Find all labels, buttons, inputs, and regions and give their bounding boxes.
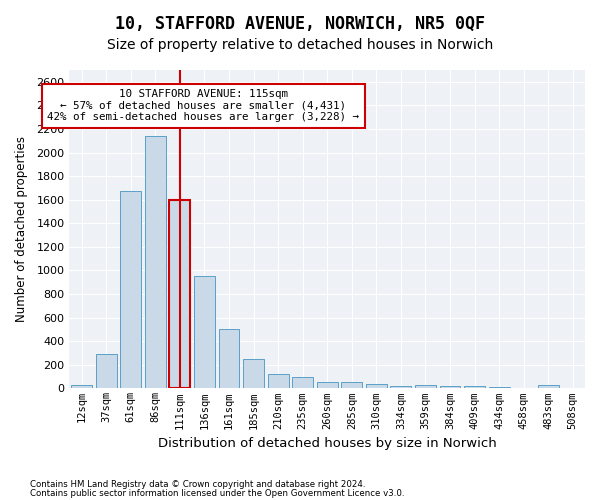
Text: Contains HM Land Registry data © Crown copyright and database right 2024.: Contains HM Land Registry data © Crown c… (30, 480, 365, 489)
Bar (145, 136, 166, 388)
Bar (341, 382, 362, 388)
Bar (96, 354, 117, 388)
Bar (268, 374, 289, 388)
Bar (121, 192, 141, 388)
Bar (317, 382, 338, 388)
Bar (464, 386, 485, 388)
Bar (366, 384, 387, 388)
Bar (440, 386, 460, 388)
Bar (488, 386, 509, 388)
Y-axis label: Number of detached properties: Number of detached properties (15, 136, 28, 322)
Bar (218, 330, 239, 388)
Bar (169, 200, 190, 388)
Text: 10, STAFFORD AVENUE, NORWICH, NR5 0QF: 10, STAFFORD AVENUE, NORWICH, NR5 0QF (115, 15, 485, 33)
Bar (292, 376, 313, 388)
Bar (415, 385, 436, 388)
Bar (194, 276, 215, 388)
Text: 10 STAFFORD AVENUE: 115sqm
← 57% of detached houses are smaller (4,431)
42% of s: 10 STAFFORD AVENUE: 115sqm ← 57% of deta… (47, 89, 359, 122)
Text: Contains public sector information licensed under the Open Government Licence v3: Contains public sector information licen… (30, 490, 404, 498)
Bar (391, 386, 412, 388)
X-axis label: Distribution of detached houses by size in Norwich: Distribution of detached houses by size … (158, 437, 497, 450)
Bar (538, 386, 559, 388)
Bar (243, 360, 264, 388)
Bar (71, 386, 92, 388)
Text: Size of property relative to detached houses in Norwich: Size of property relative to detached ho… (107, 38, 493, 52)
